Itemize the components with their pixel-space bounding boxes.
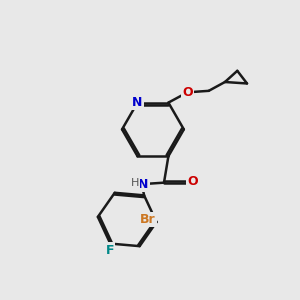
- Text: O: O: [188, 175, 198, 188]
- Text: H: H: [131, 178, 140, 188]
- Text: Br: Br: [140, 213, 155, 226]
- Text: O: O: [182, 86, 193, 99]
- Text: N: N: [132, 96, 143, 109]
- Text: N: N: [138, 178, 148, 190]
- Text: F: F: [106, 244, 114, 256]
